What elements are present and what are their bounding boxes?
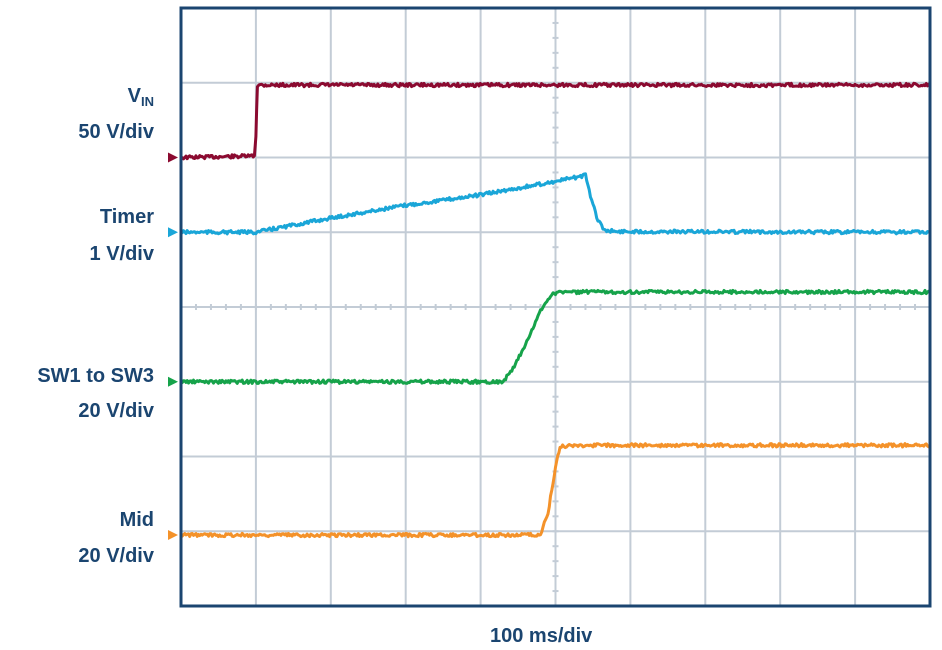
trace-timer — [180, 172, 931, 236]
vin-label-sub: IN — [141, 94, 154, 109]
plot-border — [179, 6, 932, 608]
channel-marker-mid — [168, 529, 178, 540]
vin-scale-label: 50 V/div — [78, 121, 154, 143]
sw-scale-label: 20 V/div — [78, 400, 154, 422]
channel-marker-timer — [168, 227, 178, 238]
sw-label: SW1 to SW3 — [37, 365, 154, 387]
mid-scale-label: 20 V/div — [78, 545, 154, 567]
vin-label-main: V — [127, 85, 141, 107]
mid-label: Mid — [119, 509, 154, 531]
center-axis-ticks — [194, 21, 917, 593]
trace-vin — [180, 81, 931, 161]
trace-mid — [179, 442, 932, 539]
timer-label: Timer — [99, 206, 154, 228]
vin-label: VIN — [127, 85, 154, 109]
channel-markers — [168, 152, 178, 540]
channel-marker-vin — [168, 152, 178, 163]
channel-marker-sw1-to-sw3 — [168, 376, 178, 387]
timer-scale-label: 1 V/div — [89, 243, 154, 265]
traces — [179, 81, 932, 539]
trace-sw1-to-sw3 — [180, 288, 931, 385]
x-axis-scale-label: 100 ms/div — [490, 625, 593, 647]
